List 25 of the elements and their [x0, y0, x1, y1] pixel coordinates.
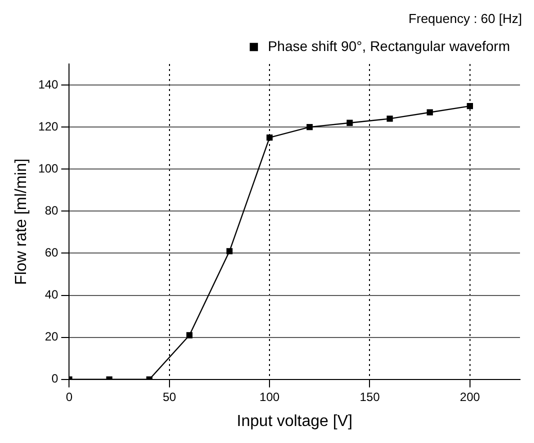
point	[306, 124, 313, 130]
point	[346, 120, 353, 126]
point	[266, 134, 273, 141]
y-tick-label: 80	[44, 204, 59, 218]
x-axis-title: Input voltage [V]	[236, 412, 352, 430]
point	[466, 102, 473, 110]
y-tick-label: 100	[38, 161, 59, 176]
point	[226, 248, 233, 254]
legend-label: Phase shift 90°, Rectangular waveform	[268, 38, 510, 54]
x-tick-label: 0	[66, 390, 73, 404]
y-tick-label: 120	[38, 119, 59, 134]
y-tick-label: 40	[44, 288, 59, 302]
x-tick-label: 200	[460, 390, 480, 404]
y-tick-label: 60	[44, 246, 59, 260]
y-tick-label: 140	[38, 77, 59, 92]
y-tick-label: 0	[52, 372, 59, 386]
x-tick-label: 50	[162, 390, 176, 404]
y-axis-title: Flow rate [ml/min]	[13, 158, 30, 285]
text: Frequency : 60 [Hz]	[408, 11, 522, 26]
x-tick-label: 150	[360, 390, 380, 404]
y-tick-label: 20	[44, 330, 59, 344]
point	[186, 332, 193, 338]
x-tick-label: 100	[260, 390, 280, 404]
point	[426, 109, 433, 116]
point	[386, 116, 393, 122]
